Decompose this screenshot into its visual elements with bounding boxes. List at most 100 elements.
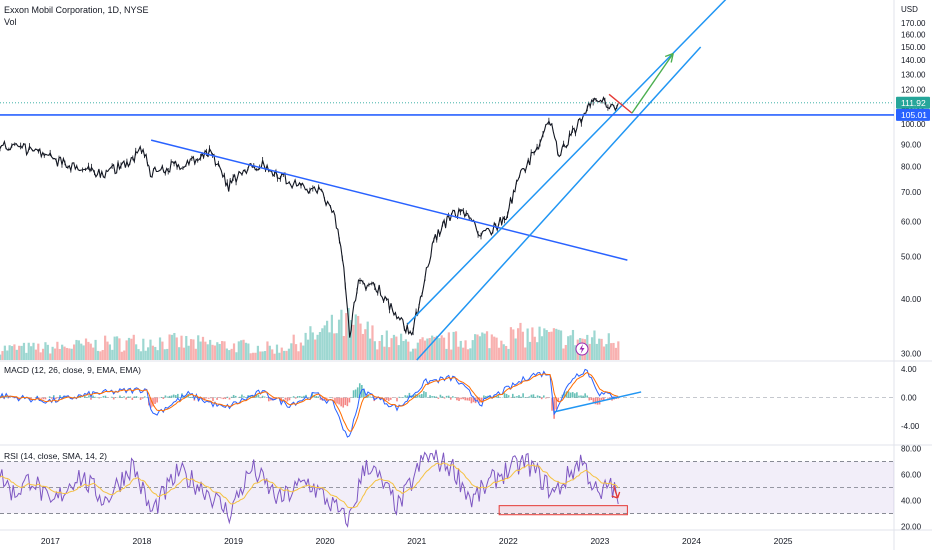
trend-drawings [0, 0, 894, 361]
volume-bar [146, 347, 150, 360]
volume-bar [540, 336, 544, 360]
macd-histogram-bar [267, 397, 270, 402]
macd-histogram-bar [230, 396, 233, 398]
volume-bar [431, 335, 434, 360]
rsi-tick-label: 60.00 [901, 471, 922, 480]
volume-bar [481, 332, 484, 360]
volume-bar [390, 338, 393, 360]
volume-bars [0, 307, 620, 360]
volume-bar [151, 345, 154, 360]
volume-bar [600, 338, 603, 360]
macd-histogram-bar [296, 396, 299, 398]
macd-histogram-bar [514, 396, 516, 398]
volume-bar [419, 339, 422, 360]
volume-bar [125, 340, 128, 360]
macd-histogram-bar [443, 397, 446, 399]
macd-histogram-bar [445, 395, 448, 398]
macd-histogram-bar [454, 397, 456, 398]
macd-histogram-bar [332, 397, 334, 399]
macd-histogram-bar [607, 397, 609, 399]
volume-bar [70, 348, 73, 360]
macd-histogram-bar [114, 397, 117, 398]
volume-bar [201, 336, 205, 360]
volume-bar [225, 348, 228, 360]
macd-pane-title: MACD (12, 26, close, 9, EMA, EMA) [4, 365, 141, 375]
volume-bar [385, 330, 388, 360]
macd-signal-line [0, 371, 619, 432]
macd-histogram-bar [338, 397, 340, 405]
volume-bar [502, 344, 505, 360]
volume-bar [170, 334, 174, 360]
channel-lower-line [416, 46, 702, 361]
macd-histogram-bar [354, 389, 357, 398]
volume-bar [182, 347, 185, 360]
volume-bar [120, 351, 123, 360]
macd-histogram-bar [127, 396, 129, 398]
macd-histogram-bar [270, 397, 272, 401]
macd-histogram-bar [518, 395, 520, 398]
volume-bar [220, 341, 224, 360]
macd-histogram-bar [466, 397, 469, 401]
volume-bar [380, 335, 384, 360]
macd-histogram-bar [83, 395, 86, 398]
macd-histogram-bar [340, 397, 342, 407]
level-price-badge: 105.01 [896, 108, 930, 121]
time-tick-label: 2017 [41, 536, 60, 546]
macd-histogram-bar [214, 397, 216, 398]
volume-bar [404, 339, 407, 360]
macd-histogram-bar [94, 396, 96, 398]
events-lightning-icon[interactable] [575, 342, 589, 356]
downtrend-line [150, 139, 628, 261]
macd-histogram-bar [398, 396, 400, 398]
volume-bar [411, 348, 415, 360]
macd-histogram-bar [468, 397, 471, 401]
macd-histogram-bar [143, 396, 146, 398]
macd-histogram-bar [160, 396, 163, 398]
currency-label[interactable]: USD [901, 5, 918, 14]
macd-histogram-bar [121, 397, 123, 398]
macd-histogram-bar [449, 397, 452, 400]
macd-histogram-bar [172, 394, 175, 398]
macd-histogram-bar [408, 392, 411, 398]
volume-bar [395, 336, 398, 360]
volume-bar [213, 345, 217, 360]
macd-histogram-bar [224, 397, 227, 400]
macd-histogram-bar [367, 394, 369, 398]
price-tick-label: 160.00 [901, 31, 926, 40]
macd-histogram-bar [135, 396, 138, 398]
macd-histogram-bar [557, 397, 560, 402]
macd-histogram-bar [79, 396, 82, 398]
volume-bar [323, 325, 326, 360]
macd-histogram-bar [261, 395, 264, 398]
volume-bar [228, 350, 231, 360]
macd-histogram-bar [516, 396, 518, 398]
volume-bar [428, 337, 431, 360]
macd-histogram-bar [168, 395, 171, 398]
macd-histogram-bar [177, 393, 179, 398]
macd-histogram-bar [98, 397, 101, 399]
volume-bar [132, 334, 135, 360]
volume-bar [92, 347, 95, 360]
volume-bar [8, 345, 11, 360]
volume-bar [80, 343, 83, 360]
volume-bar [602, 346, 606, 360]
macd-histogram-bar [205, 397, 208, 399]
volume-bar [590, 337, 594, 360]
time-tick-label: 2024 [682, 536, 701, 546]
volume-bar [555, 328, 558, 360]
macd-histogram-bar [363, 388, 365, 398]
volume-bar [106, 341, 109, 360]
macd-histogram-bar [567, 391, 570, 398]
volume-bar [275, 344, 279, 360]
macd-histogram-bar [243, 396, 245, 398]
volume-bar [118, 338, 121, 360]
macd-histogram-bar [323, 397, 326, 400]
volume-bar [197, 335, 200, 360]
volume-bar [433, 336, 436, 360]
macd-histogram-bar [538, 395, 541, 398]
volume-bar [574, 345, 577, 360]
macd-histogram-bar [348, 397, 351, 403]
volume-bar [94, 339, 97, 360]
volume-bar [552, 328, 555, 360]
